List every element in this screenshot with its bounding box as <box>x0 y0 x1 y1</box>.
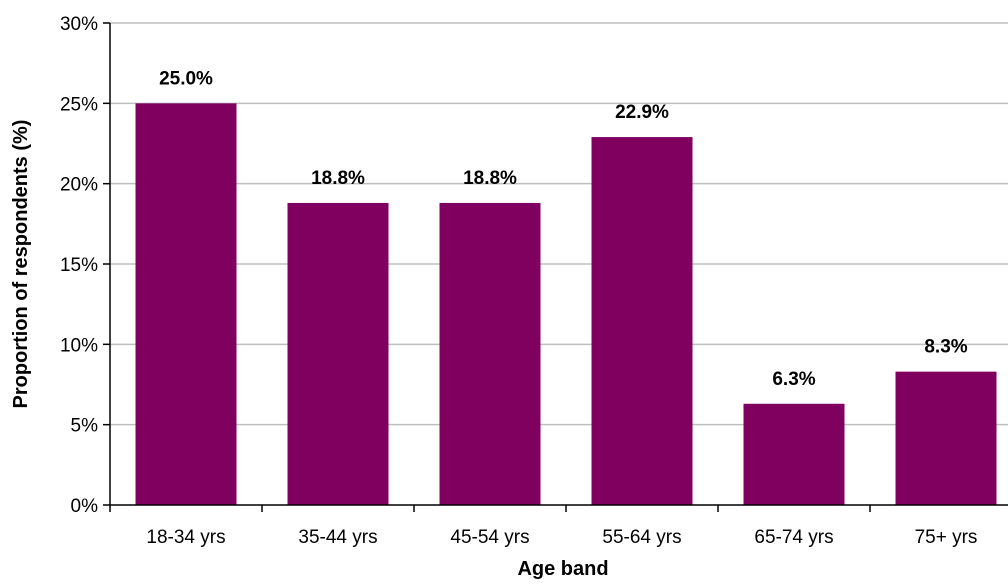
data-label: 22.9% <box>615 102 669 123</box>
x-tick-label: 45-54 yrs <box>450 527 529 548</box>
y-tick-label: 0% <box>71 496 99 517</box>
bar <box>591 137 693 505</box>
y-tick-label: 10% <box>60 335 98 356</box>
x-tick-label: 75+ yrs <box>915 527 978 548</box>
data-label: 18.8% <box>311 168 365 189</box>
x-tick-label: 55-64 yrs <box>602 527 681 548</box>
data-label: 25.0% <box>159 68 213 89</box>
y-tick-labels: 0% 5% 10% 15% 20% 25% 30% <box>60 14 98 517</box>
data-label: 6.3% <box>772 369 815 390</box>
x-tick-labels: 18-34 yrs 35-44 yrs 45-54 yrs 55-64 yrs 65-7… <box>146 527 977 548</box>
x-tick-label: 35-44 yrs <box>298 527 377 548</box>
x-tick-label: 65-74 yrs <box>754 527 833 548</box>
y-tick-label: 25% <box>60 94 98 115</box>
y-tick-label: 5% <box>71 416 99 437</box>
x-tick-label: 18-34 yrs <box>146 527 225 548</box>
data-label: 18.8% <box>463 168 517 189</box>
bar <box>439 202 541 506</box>
bar <box>743 403 845 505</box>
data-labels: 25.0% 18.8% 18.8% 22.9% 6.3% 8.3% <box>159 68 968 389</box>
x-axis-title: Age band <box>517 558 608 580</box>
bar <box>895 371 997 505</box>
y-axis-title: Proportion of respondents (%) <box>10 120 32 409</box>
y-tick-label: 15% <box>60 255 98 276</box>
y-tick-label: 20% <box>60 175 98 196</box>
bar <box>287 202 389 506</box>
y-tick-label: 30% <box>60 14 98 35</box>
data-label: 8.3% <box>924 337 967 358</box>
bars <box>135 103 997 506</box>
axes <box>103 22 1008 512</box>
bar <box>135 103 237 505</box>
gridlines <box>110 22 1008 426</box>
